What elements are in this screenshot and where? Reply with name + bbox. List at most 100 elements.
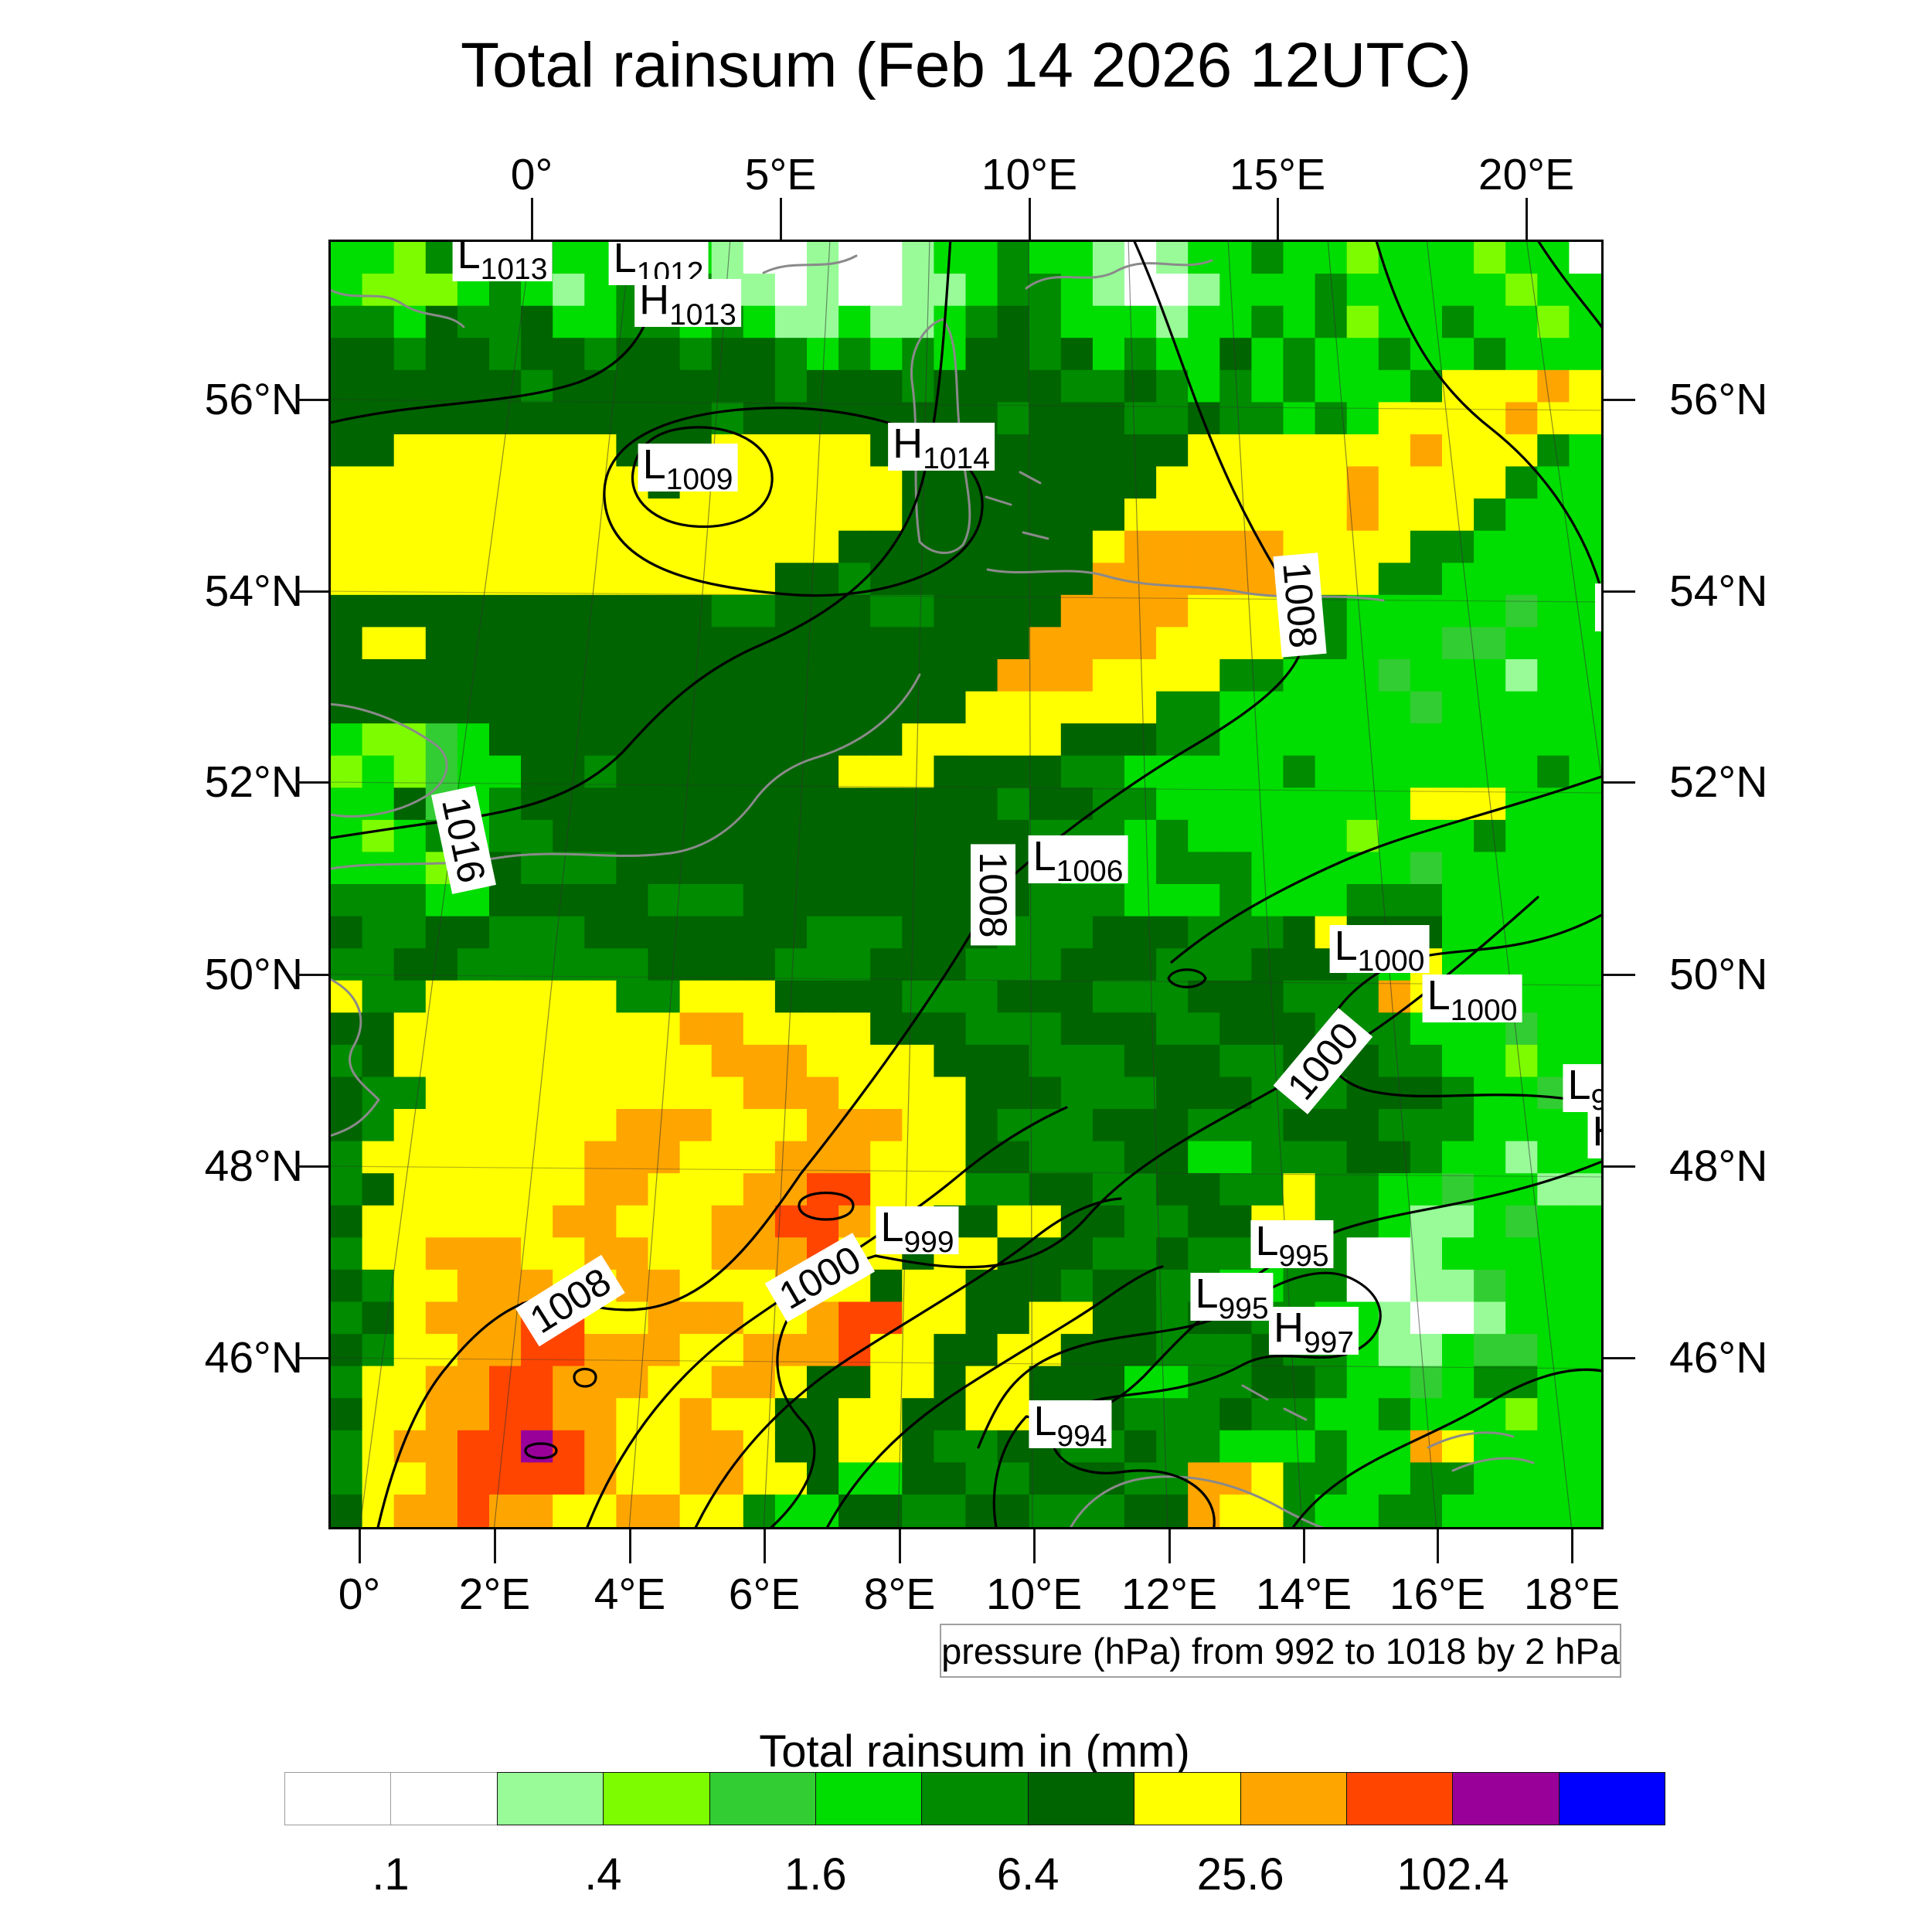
left-axis-tick bbox=[297, 399, 328, 401]
bottom-axis-tick bbox=[1033, 1529, 1036, 1563]
right-axis-tick bbox=[1604, 1357, 1635, 1359]
high-pressure-label: H bbox=[1587, 1108, 1602, 1158]
rain-pressure-map: L1013 L1012 H1013 L1009 H1014 L1006 L1000 L1000… bbox=[328, 240, 1604, 1529]
bottom-axis-tick bbox=[764, 1529, 766, 1563]
right-axis-label: 56°N bbox=[1669, 375, 1768, 424]
colorbar-cell bbox=[709, 1772, 816, 1825]
colorbar-cell bbox=[1558, 1772, 1666, 1825]
top-axis-label: 15°E bbox=[1229, 150, 1326, 199]
colorbar-cell bbox=[1345, 1772, 1454, 1825]
high-pressure-label: H1013 bbox=[634, 279, 741, 332]
low-pressure-label: L994 bbox=[1029, 1398, 1112, 1453]
pressure-letter: L bbox=[1033, 1398, 1057, 1444]
contour-line-label: 1008 bbox=[1273, 553, 1327, 658]
bottom-axis-label: 8°E bbox=[863, 1570, 936, 1619]
colorbar-cell bbox=[921, 1772, 1029, 1825]
rain-map-svg bbox=[331, 242, 1601, 1527]
right-axis-label: 46°N bbox=[1669, 1333, 1768, 1383]
low-pressure-label: L999 bbox=[876, 1204, 959, 1257]
pressure-value: 1006 bbox=[1056, 855, 1124, 888]
right-axis-tick bbox=[1604, 974, 1635, 976]
top-axis-label: 20°E bbox=[1478, 150, 1575, 199]
right-axis-label: 54°N bbox=[1669, 566, 1768, 616]
pressure-value: 1014 bbox=[923, 442, 990, 475]
left-axis-label: 54°N bbox=[204, 566, 303, 616]
pressure-value: 995 bbox=[1218, 1292, 1269, 1325]
pressure-value: 994 bbox=[1056, 1420, 1107, 1453]
colorbar-tick-label: .4 bbox=[584, 1849, 622, 1900]
high-pressure-label: H1014 bbox=[888, 420, 995, 475]
bottom-axis-label: 16°E bbox=[1389, 1570, 1486, 1619]
pressure-letter: H bbox=[893, 420, 923, 467]
left-axis-tick bbox=[297, 781, 328, 784]
colorbar-tick-label: 6.4 bbox=[996, 1849, 1060, 1900]
pressure-value: 1013 bbox=[669, 298, 736, 332]
low-pressure-label: L1009 bbox=[638, 441, 738, 496]
pressure-letter: L bbox=[1195, 1270, 1219, 1317]
colorbar-cell bbox=[390, 1772, 498, 1825]
top-axis-label: 5°E bbox=[744, 150, 817, 199]
top-axis-label: 0° bbox=[510, 150, 553, 199]
low-pressure-label: L1013 bbox=[452, 240, 553, 284]
pressure-value: 995 bbox=[1278, 1240, 1329, 1273]
left-axis-tick bbox=[297, 1357, 328, 1359]
pressure-letter: L bbox=[1334, 923, 1358, 969]
pressure-value: 1009 bbox=[665, 463, 733, 496]
contour-line-label: 1008 bbox=[971, 844, 1015, 946]
pressure-letter: L bbox=[457, 240, 481, 277]
colorbar-cell bbox=[496, 1772, 604, 1825]
rain-raster-layer bbox=[331, 242, 1601, 1527]
colorbar-cell bbox=[603, 1772, 710, 1825]
left-axis-label: 52°N bbox=[204, 757, 303, 807]
page-title: Total rainsum (Feb 14 2026 12UTC) bbox=[460, 30, 1472, 100]
pressure-letter: L bbox=[1567, 1062, 1591, 1108]
low-pressure-label: L1006 bbox=[1028, 833, 1128, 888]
bottom-axis-tick bbox=[494, 1529, 496, 1563]
left-axis-label: 56°N bbox=[204, 375, 303, 424]
left-axis-label: 46°N bbox=[204, 1333, 303, 1383]
pressure-letter: L bbox=[880, 1204, 904, 1250]
right-axis-tick bbox=[1604, 781, 1635, 784]
bottom-axis-label: 6°E bbox=[728, 1570, 801, 1619]
high-pressure-label: H997 bbox=[1268, 1307, 1359, 1359]
pressure-letter: L bbox=[1032, 833, 1056, 879]
pressure-letter: L bbox=[1255, 1218, 1279, 1264]
pressure-letter: L bbox=[1427, 972, 1451, 1019]
bottom-axis-tick bbox=[1437, 1529, 1439, 1563]
colorbar-cell bbox=[815, 1772, 923, 1825]
left-axis-tick bbox=[297, 974, 328, 976]
bottom-axis-tick bbox=[899, 1529, 901, 1563]
bottom-axis-label: 2°E bbox=[458, 1570, 531, 1619]
bottom-axis-tick bbox=[1303, 1529, 1305, 1563]
legend-title: Total rainsum in (mm) bbox=[759, 1726, 1190, 1777]
colorbar-cell bbox=[284, 1772, 392, 1825]
top-axis-tick bbox=[1277, 198, 1279, 240]
right-axis-tick bbox=[1604, 1165, 1635, 1168]
low-pressure-label: L1000 bbox=[1422, 972, 1522, 1026]
colorbar-tick-label: 1.6 bbox=[784, 1849, 847, 1900]
colorbar-tick-label: 102.4 bbox=[1396, 1849, 1509, 1900]
pressure-letter: L bbox=[613, 240, 637, 281]
pressure-letter: H bbox=[1593, 1108, 1602, 1155]
colorbar-tick-label: 25.6 bbox=[1196, 1849, 1284, 1900]
colorbar-cell bbox=[1027, 1772, 1135, 1825]
left-axis-label: 48°N bbox=[204, 1141, 303, 1191]
pressure-value: 997 bbox=[1303, 1326, 1355, 1359]
left-axis-tick bbox=[297, 590, 328, 593]
colorbar-cell bbox=[1134, 1772, 1241, 1825]
right-axis-label: 50°N bbox=[1669, 950, 1768, 999]
low-pressure-label: L bbox=[1594, 583, 1601, 631]
bottom-axis-label: 0° bbox=[338, 1570, 381, 1619]
pressure-letter: L bbox=[642, 441, 666, 488]
low-pressure-label: L1000 bbox=[1329, 923, 1430, 978]
top-axis-tick bbox=[1526, 198, 1528, 240]
colorbar-tick-label: .1 bbox=[372, 1849, 410, 1900]
right-axis-label: 48°N bbox=[1669, 1141, 1768, 1191]
top-axis-tick bbox=[531, 198, 533, 240]
bottom-axis-label: 10°E bbox=[985, 1570, 1083, 1619]
pressure-value: 1000 bbox=[1357, 944, 1425, 978]
legend-colorbar bbox=[284, 1772, 1666, 1825]
left-axis-label: 50°N bbox=[204, 950, 303, 999]
colorbar-cell bbox=[1452, 1772, 1560, 1825]
